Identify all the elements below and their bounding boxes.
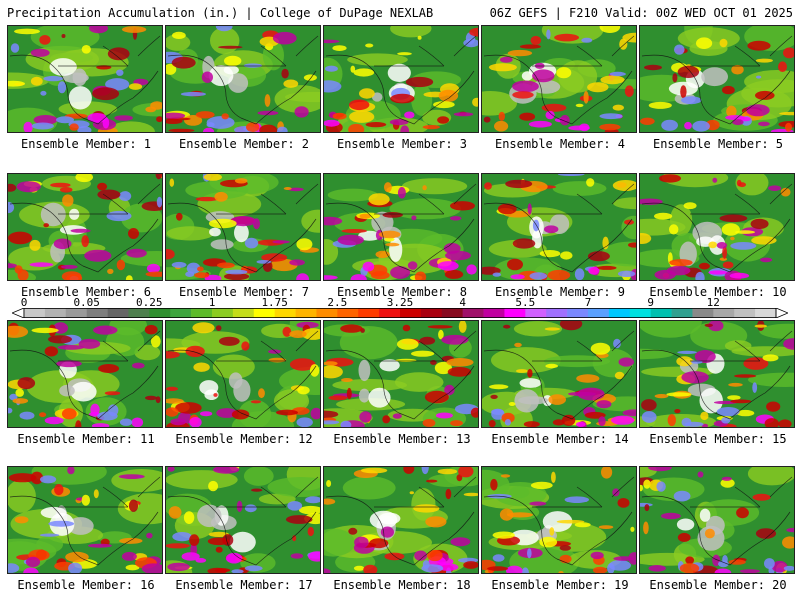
colorbar-swatch [86, 308, 108, 318]
colorbar-swatch [734, 308, 756, 318]
member-label: Ensemble Member: 14 [491, 432, 629, 446]
colorbar-min-arrow [12, 308, 25, 318]
colorbar-swatch [170, 308, 192, 318]
colorbar-tick-label: 0 [20, 296, 28, 309]
colorbar-tick-label: 4 [459, 296, 466, 309]
colorbar-tick-label: 9 [647, 296, 654, 309]
colorbar-swatch [525, 308, 547, 318]
colorbar-swatch [107, 308, 129, 318]
colorbar-swatch [588, 308, 610, 318]
colorbar-swatch [713, 308, 735, 318]
precipitation-map [7, 320, 163, 428]
member-label: Ensemble Member: 4 [494, 137, 626, 151]
colorbar-swatch [420, 308, 443, 318]
precipitation-map [7, 25, 163, 133]
member-label: Ensemble Member: 7 [178, 285, 310, 299]
colorbar-swatch [692, 308, 714, 318]
colorbar-swatch [337, 308, 359, 318]
member-label: Ensemble Member: 11 [17, 432, 155, 446]
colorbar-swatch [295, 308, 317, 318]
colorbar-tick-label: 3.25 [386, 296, 414, 309]
colorbar-swatch [379, 308, 401, 318]
colorbar-swatches [12, 308, 788, 318]
member-label: Ensemble Member: 5 [652, 137, 784, 151]
precipitation-map [165, 173, 321, 281]
colorbar-swatch [65, 308, 87, 318]
member-label: Ensemble Member: 8 [336, 285, 468, 299]
colorbar-swatch [546, 308, 568, 318]
map-title: Precipitation Accumulation (in.) | Colle… [7, 6, 434, 20]
precipitation-map [481, 320, 637, 428]
precipitation-map [639, 320, 795, 428]
precipitation-map [323, 25, 479, 133]
precipitation-map [639, 173, 795, 281]
colorbar-swatch [483, 308, 505, 318]
member-label: Ensemble Member: 2 [178, 137, 310, 151]
precipitation-map [165, 25, 321, 133]
colorbar-tick-label: 7 [584, 296, 592, 309]
member-label: Ensemble Member: 20 [649, 578, 787, 592]
precipitation-map [639, 466, 795, 574]
member-label: Ensemble Member: 1 [20, 137, 152, 151]
colorbar-swatch [274, 308, 296, 318]
member-label: Ensemble Member: 9 [494, 285, 626, 299]
colorbar-swatch [650, 308, 672, 318]
precipitation-map [481, 173, 637, 281]
precipitation-map [7, 466, 163, 574]
colorbar-swatch [128, 308, 150, 318]
colorbar-swatch [149, 308, 171, 318]
run-info: 06Z GEFS | F210 Valid: 00Z WED OCT 01 20… [489, 6, 793, 20]
colorbar-tick-label: 0.05 [73, 296, 100, 309]
member-label: Ensemble Member: 17 [175, 578, 313, 592]
member-label: Ensemble Member: 18 [333, 578, 471, 592]
member-label: Ensemble Member: 12 [175, 432, 313, 446]
precipitation-map [165, 466, 321, 574]
precipitation-map [639, 25, 795, 133]
colorbar-tick-label: 1.75 [261, 296, 288, 309]
colorbar-swatch [567, 308, 589, 318]
member-label: Ensemble Member: 10 [649, 285, 787, 299]
precipitation-map [323, 320, 479, 428]
member-label: Ensemble Member: 19 [491, 578, 629, 592]
member-label: Ensemble Member: 16 [17, 578, 155, 592]
colorbar-swatch [253, 308, 275, 318]
colorbar-swatch [504, 308, 526, 318]
precipitation-map [481, 25, 637, 133]
precipitation-map [481, 466, 637, 574]
colorbar-swatch [629, 308, 651, 318]
colorbar-tick-label: 5.5 [515, 296, 536, 309]
colorbar-swatch [608, 308, 631, 318]
precipitation-map [323, 173, 479, 281]
colorbar-tick-label: 2.5 [327, 296, 348, 309]
colorbar-swatch [755, 308, 777, 318]
colorbar-swatch [441, 308, 463, 318]
colorbar-swatch [24, 308, 46, 318]
precipitation-map [7, 173, 163, 281]
colorbar-swatch [212, 308, 234, 318]
colorbar-swatch [316, 308, 338, 318]
colorbar-max-arrow [775, 308, 788, 318]
colorbar-swatch [400, 308, 422, 318]
colorbar-swatch [358, 308, 380, 318]
precipitation-map [165, 320, 321, 428]
colorbar-tick-label: 0.25 [136, 296, 163, 309]
member-label: Ensemble Member: 6 [20, 285, 152, 299]
colorbar-swatch [232, 308, 255, 318]
colorbar-tick-label: 1 [208, 296, 216, 309]
precipitation-map [323, 466, 479, 574]
precip-colorbar: 0 0.05 0.25 1 1.75 2.5 3.25 4 5.5 7 9 12 [12, 296, 788, 322]
colorbar-tick-label: 12 [706, 296, 720, 309]
member-label: Ensemble Member: 15 [649, 432, 787, 446]
colorbar-swatch [44, 308, 67, 318]
member-label: Ensemble Member: 3 [336, 137, 468, 151]
colorbar-swatch [191, 308, 213, 318]
colorbar-swatch [671, 308, 693, 318]
colorbar-swatch [462, 308, 484, 318]
member-label: Ensemble Member: 13 [333, 432, 471, 446]
